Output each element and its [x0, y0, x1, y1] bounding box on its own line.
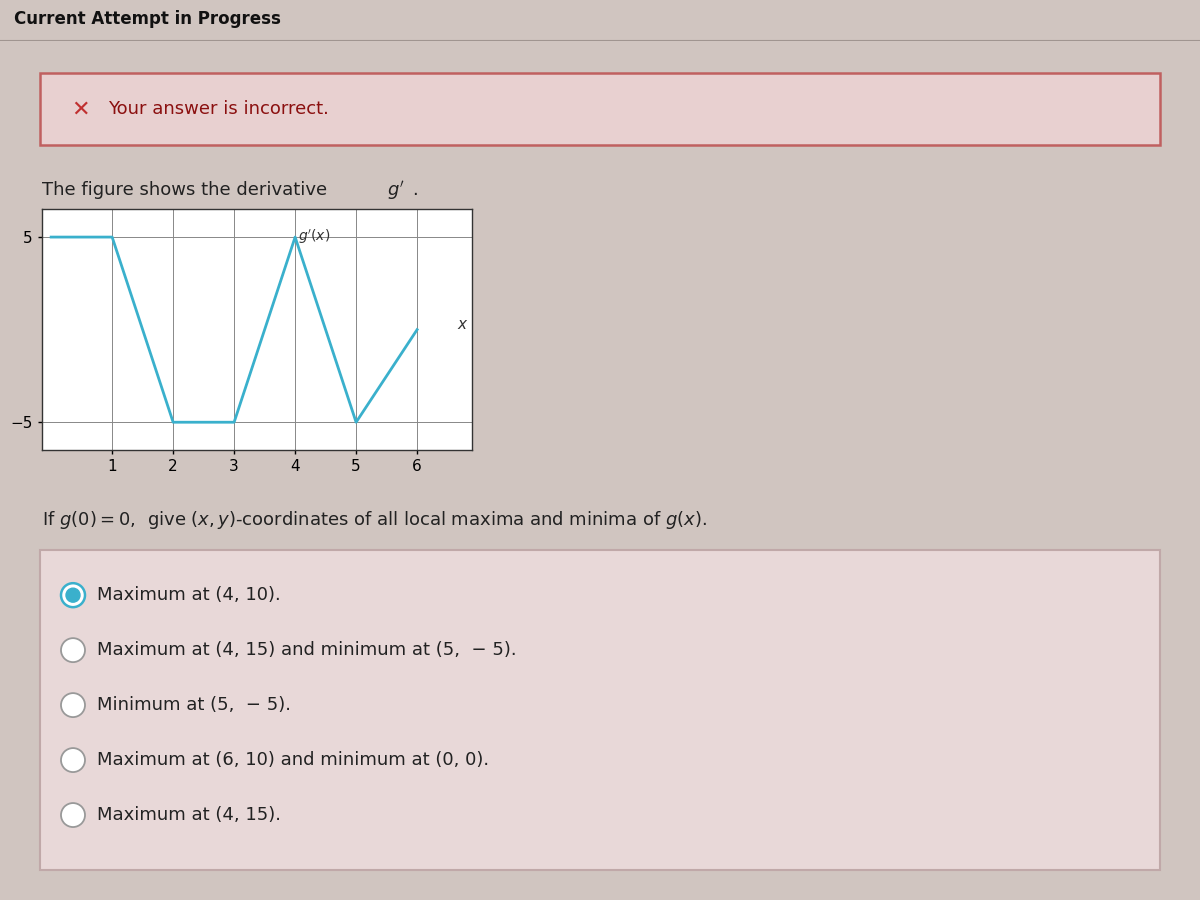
Text: Maximum at (6, 10) and minimum at (0, 0).: Maximum at (6, 10) and minimum at (0, 0)… — [97, 752, 490, 770]
Text: Your answer is incorrect.: Your answer is incorrect. — [108, 101, 329, 119]
Text: ✕: ✕ — [71, 100, 89, 120]
Text: Maximum at (4, 10).: Maximum at (4, 10). — [97, 586, 281, 604]
Circle shape — [66, 589, 80, 602]
Text: Current Attempt in Progress: Current Attempt in Progress — [14, 11, 281, 29]
Text: The figure shows the derivative: The figure shows the derivative — [42, 182, 332, 200]
Circle shape — [61, 638, 85, 662]
Circle shape — [61, 748, 85, 772]
FancyBboxPatch shape — [40, 550, 1160, 870]
FancyBboxPatch shape — [40, 74, 1160, 146]
Circle shape — [61, 583, 85, 608]
Text: $g'$: $g'$ — [386, 179, 404, 202]
Circle shape — [61, 693, 85, 717]
Text: Minimum at (5,  − 5).: Minimum at (5, − 5). — [97, 696, 292, 714]
Text: $g'(x)$: $g'(x)$ — [298, 228, 330, 246]
Text: .: . — [412, 182, 418, 200]
Text: Maximum at (4, 15) and minimum at (5,  − 5).: Maximum at (4, 15) and minimum at (5, − … — [97, 641, 517, 659]
Circle shape — [61, 803, 85, 827]
Text: If $g(0) = 0$,  give $(x, y)$-coordinates of all local maxima and minima of $g(x: If $g(0) = 0$, give $(x, y)$-coordinates… — [42, 509, 707, 531]
Text: $x$: $x$ — [457, 317, 468, 331]
Text: Maximum at (4, 15).: Maximum at (4, 15). — [97, 806, 281, 824]
